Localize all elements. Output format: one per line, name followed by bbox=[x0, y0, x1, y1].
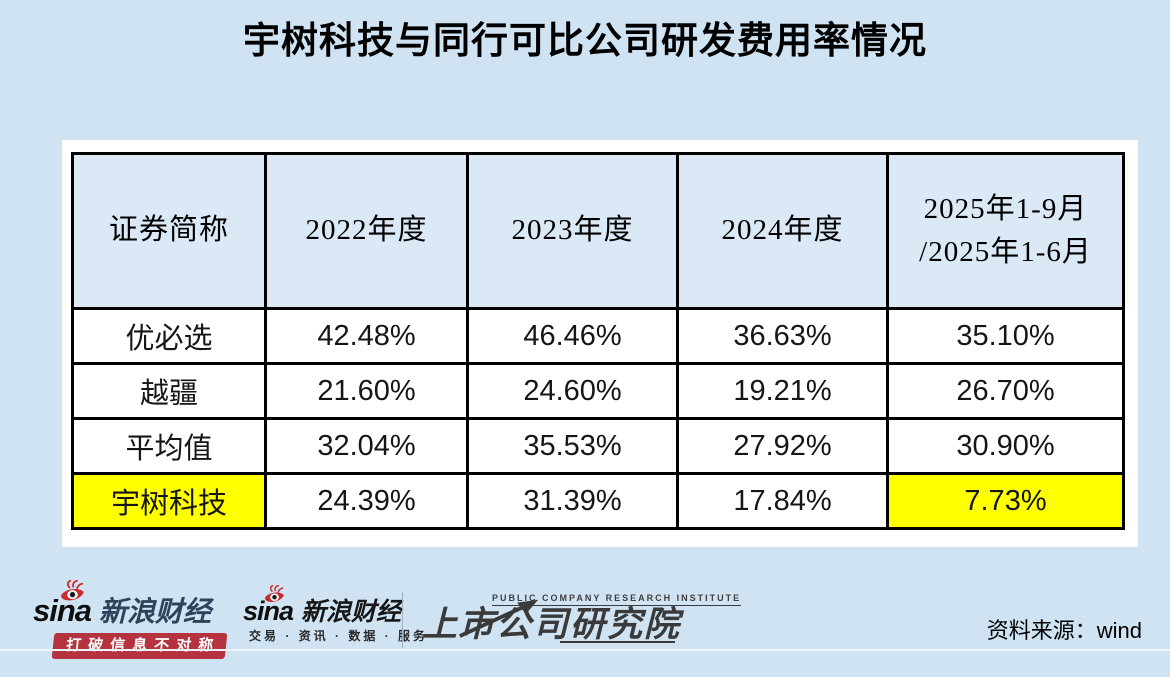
sina-finance-name: 新浪财经 bbox=[99, 596, 212, 627]
institute-name-en: PUBLIC COMPANY RESEARCH INSTITUTE bbox=[492, 593, 742, 606]
value-cell: 17.84% bbox=[676, 472, 889, 530]
value-cell: 27.92% bbox=[676, 417, 889, 475]
value-cell: 35.53% bbox=[466, 417, 679, 475]
company-name-cell: 平均值 bbox=[71, 417, 267, 475]
company-name-cell: 优必选 bbox=[71, 307, 267, 365]
sina-eye-icon bbox=[265, 585, 284, 602]
company-name-cell: 越疆 bbox=[71, 362, 267, 420]
table-panel: 证券简称 2022年度 2023年度 2024年度 2025年1-9月 /202… bbox=[62, 140, 1138, 547]
column-header-2024: 2024年度 bbox=[676, 152, 889, 310]
sina-services-tagline: 交易 · 资讯 · 数据 · 服务 bbox=[249, 629, 428, 643]
column-header-2025: 2025年1-9月 /2025年1-6月 bbox=[886, 152, 1125, 310]
table-row: 平均值 32.04% 35.53% 27.92% 30.90% bbox=[71, 417, 1125, 475]
institute-logo-underline bbox=[560, 641, 675, 643]
sina-finance-logo-primary: sina 新浪财经 打破信息不对称 bbox=[33, 580, 228, 659]
value-cell: 19.21% bbox=[676, 362, 889, 420]
value-cell: 21.60% bbox=[264, 362, 469, 420]
value-cell-highlighted: 7.73% bbox=[886, 472, 1125, 530]
page-title: 宇树科技与同行可比公司研发费用率情况 bbox=[243, 20, 927, 61]
table-row-highlighted: 宇树科技 24.39% 31.39% 17.84% 7.73% bbox=[71, 472, 1125, 530]
column-header-company: 证券简称 bbox=[71, 152, 267, 310]
sina-slogan-banner: 打破信息不对称 bbox=[51, 633, 228, 659]
table-header-row: 证券简称 2022年度 2023年度 2024年度 2025年1-9月 /202… bbox=[71, 152, 1125, 310]
column-header-2022: 2022年度 bbox=[264, 152, 469, 310]
value-cell: 30.90% bbox=[886, 417, 1125, 475]
footer-rule bbox=[0, 649, 1170, 651]
rd-expense-ratio-table: 证券简称 2022年度 2023年度 2024年度 2025年1-9月 /202… bbox=[71, 152, 1125, 530]
value-cell: 35.10% bbox=[886, 307, 1125, 365]
value-cell: 46.46% bbox=[466, 307, 679, 365]
sina-wordmark: sina bbox=[33, 593, 92, 628]
sina-wordmark: sina bbox=[243, 596, 294, 626]
arrow-up-icon bbox=[459, 599, 539, 638]
value-cell: 36.63% bbox=[676, 307, 889, 365]
sina-eye-icon bbox=[61, 580, 84, 601]
column-header-2023: 2023年度 bbox=[466, 152, 679, 310]
table-row: 优必选 42.48% 46.46% 36.63% 35.10% bbox=[71, 307, 1125, 365]
value-cell: 24.60% bbox=[466, 362, 679, 420]
value-cell: 42.48% bbox=[264, 307, 469, 365]
company-name-cell-highlighted: 宇树科技 bbox=[71, 472, 267, 530]
data-source-note: 资料来源：wind bbox=[986, 618, 1142, 643]
footer-divider bbox=[402, 592, 403, 648]
value-cell: 32.04% bbox=[264, 417, 469, 475]
institute-name-cn: 上市公司研究院 bbox=[422, 599, 741, 645]
sina-finance-name: 新浪财经 bbox=[301, 598, 402, 626]
research-institute-logo: PUBLIC COMPANY RESEARCH INSTITUTE 上市公司研究… bbox=[422, 588, 742, 645]
sina-finance-logo-secondary: sina 新浪财经 交易 · 资讯 · 数据 · 服务 bbox=[243, 585, 428, 642]
value-cell: 31.39% bbox=[466, 472, 679, 530]
table-row: 越疆 21.60% 24.60% 19.21% 26.70% bbox=[71, 362, 1125, 420]
value-cell: 26.70% bbox=[886, 362, 1125, 420]
value-cell: 24.39% bbox=[264, 472, 469, 530]
